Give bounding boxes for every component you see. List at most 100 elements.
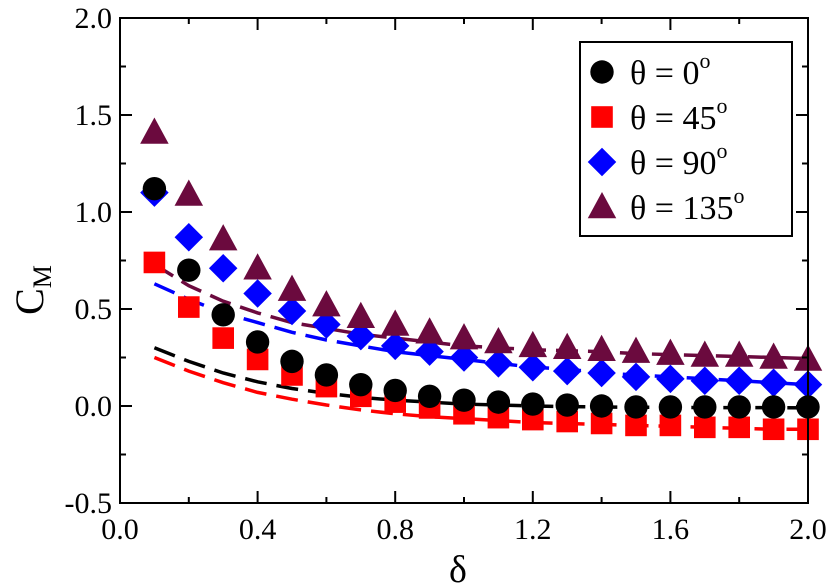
data-point-s2-16 xyxy=(690,366,720,396)
y-axis-title-main: C xyxy=(7,288,52,315)
data-point-s0-5 xyxy=(314,363,339,387)
data-point-s3-1 xyxy=(174,179,204,206)
data-point-s0-7 xyxy=(383,378,407,403)
legend-marker-2 xyxy=(587,147,617,177)
legend-label-text-2: θ = 90 xyxy=(630,145,716,182)
data-point-s0-3 xyxy=(245,330,270,354)
x-axis-title: δ xyxy=(449,549,467,586)
data-point-s0-18 xyxy=(761,395,786,419)
data-point-s2-1 xyxy=(174,222,204,252)
legend-label-degree-1: o xyxy=(716,93,727,118)
y-axis-title-subscript: M xyxy=(28,265,57,288)
x-tick-label-1: 0.4 xyxy=(239,513,277,546)
y-tick-label-3: 1.0 xyxy=(75,196,113,229)
data-point-s2-7 xyxy=(380,331,410,361)
data-point-s3-9 xyxy=(449,323,479,350)
data-point-s0-15 xyxy=(658,395,683,419)
x-tick-label-3: 1.2 xyxy=(514,513,552,546)
data-point-s0-10 xyxy=(486,390,511,414)
data-point-s3-5 xyxy=(312,290,341,317)
data-point-s3-10 xyxy=(484,326,513,354)
x-tick-label-4: 1.6 xyxy=(652,513,690,546)
data-point-s0-14 xyxy=(624,395,648,419)
legend-marker-1 xyxy=(591,106,613,128)
data-point-s3-14 xyxy=(621,336,651,363)
data-point-s2-6 xyxy=(346,321,376,351)
data-point-s3-4 xyxy=(277,274,307,301)
data-point-s1-17 xyxy=(728,416,750,439)
legend-label-1: θ = 45o xyxy=(630,93,727,137)
legend-label-0: θ = 0o xyxy=(630,48,710,92)
data-point-s0-16 xyxy=(693,395,717,419)
data-point-s0-1 xyxy=(177,258,201,282)
data-point-s0-2 xyxy=(211,303,235,327)
legend-label-text-1: θ = 45 xyxy=(630,100,716,137)
data-point-s3-13 xyxy=(587,334,616,361)
data-point-s1-16 xyxy=(694,416,716,439)
data-point-s2-18 xyxy=(759,368,788,397)
data-point-s2-5 xyxy=(312,310,341,339)
data-point-s0-17 xyxy=(727,395,751,419)
data-point-s0-0 xyxy=(142,177,167,201)
y-tick-label-0: -0.5 xyxy=(65,487,113,520)
data-point-s3-17 xyxy=(724,340,754,367)
data-point-s2-14 xyxy=(621,362,651,392)
data-point-s0-9 xyxy=(452,388,476,412)
y-tick-label-1: 0.0 xyxy=(75,390,113,423)
data-point-s3-16 xyxy=(690,340,720,367)
data-point-s3-11 xyxy=(518,330,548,358)
data-point-s1-13 xyxy=(590,412,613,435)
data-point-s2-2 xyxy=(208,254,238,283)
axes: 0.0 0.4 0.8 1.2 1.6 2.0-0.50.00.51.01.52.0 xyxy=(65,2,827,546)
data-point-s0-8 xyxy=(417,384,442,408)
data-point-s1-0 xyxy=(143,251,166,274)
legend-label-3: θ = 135o xyxy=(630,183,744,227)
data-point-s3-18 xyxy=(759,342,788,369)
data-point-s2-8 xyxy=(415,337,444,366)
legend-label-degree-0: o xyxy=(699,48,710,73)
data-point-s1-1 xyxy=(178,296,200,318)
x-tick-label-0: 0.0 xyxy=(101,513,139,546)
data-point-s2-4 xyxy=(277,296,307,326)
data-point-s2-13 xyxy=(587,358,616,388)
data-point-s2-17 xyxy=(724,366,754,396)
legend-box xyxy=(579,41,793,237)
y-tick-label-4: 1.5 xyxy=(75,99,113,132)
data-point-s1-15 xyxy=(659,414,682,437)
legend-label-text-3: θ = 135 xyxy=(630,190,733,227)
data-point-s2-9 xyxy=(449,343,479,372)
data-point-s0-13 xyxy=(589,394,614,418)
data-point-s1-2 xyxy=(212,327,234,349)
y-tick-label-2: 0.5 xyxy=(75,293,113,326)
data-point-s3-2 xyxy=(208,224,238,251)
data-point-s3-7 xyxy=(380,309,410,336)
data-point-s2-3 xyxy=(243,279,272,308)
x-tick-label-2: 0.8 xyxy=(376,513,414,546)
y-tick-label-5: 2.0 xyxy=(75,2,113,35)
data-point-s3-8 xyxy=(415,317,444,344)
data-point-s0-11 xyxy=(521,392,545,416)
legend-label-2: θ = 90o xyxy=(630,138,727,182)
data-point-s2-10 xyxy=(484,349,513,378)
legend-label-degree-3: o xyxy=(733,183,744,208)
data-point-s0-12 xyxy=(555,393,579,417)
data-point-s1-3 xyxy=(246,348,269,371)
legend-marker-3 xyxy=(587,192,617,219)
data-point-s2-12 xyxy=(552,356,582,386)
data-point-s0-4 xyxy=(280,349,304,374)
data-point-s1-14 xyxy=(625,414,647,437)
legend-label-text-0: θ = 0 xyxy=(630,55,699,92)
data-point-s1-12 xyxy=(556,410,578,433)
data-point-s2-11 xyxy=(518,352,548,382)
data-point-s2-15 xyxy=(656,364,685,394)
legend-label-degree-2: o xyxy=(716,138,727,163)
data-points xyxy=(140,117,823,441)
data-point-s0-6 xyxy=(349,372,373,397)
data-point-s1-18 xyxy=(762,418,785,441)
data-point-s3-15 xyxy=(656,338,685,365)
data-point-s3-6 xyxy=(346,301,376,329)
x-tick-label-5: 2.0 xyxy=(789,513,827,546)
legend-marker-0 xyxy=(590,60,614,84)
y-axis-title: CM xyxy=(7,265,57,315)
